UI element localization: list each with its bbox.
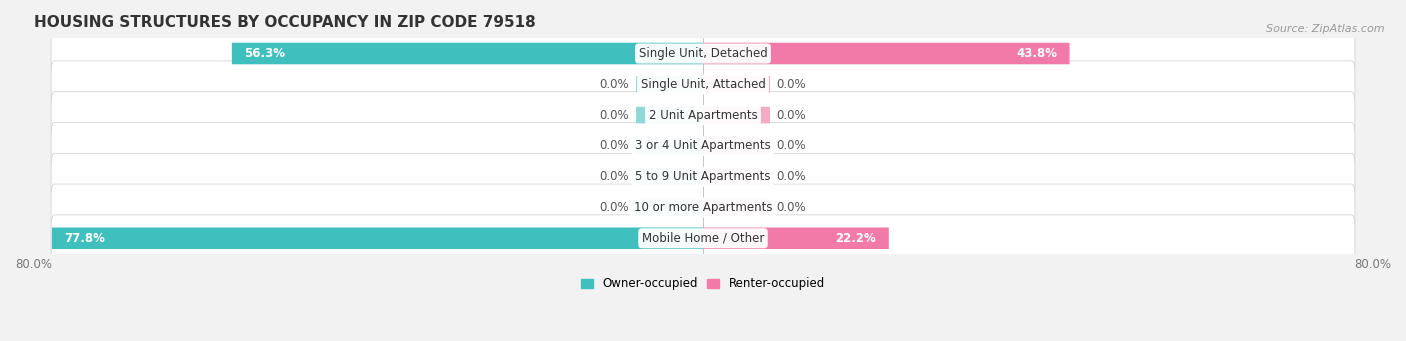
Text: Source: ZipAtlas.com: Source: ZipAtlas.com [1267,24,1385,34]
Text: Mobile Home / Other: Mobile Home / Other [641,232,765,245]
Text: 5 to 9 Unit Apartments: 5 to 9 Unit Apartments [636,170,770,183]
Text: 0.0%: 0.0% [776,78,806,91]
FancyBboxPatch shape [51,215,1355,262]
Text: HOUSING STRUCTURES BY OCCUPANCY IN ZIP CODE 79518: HOUSING STRUCTURES BY OCCUPANCY IN ZIP C… [34,15,536,30]
FancyBboxPatch shape [703,168,770,185]
Text: 0.0%: 0.0% [600,78,630,91]
Text: 56.3%: 56.3% [245,47,285,60]
Text: 0.0%: 0.0% [600,108,630,122]
FancyBboxPatch shape [636,76,703,93]
Text: 0.0%: 0.0% [776,108,806,122]
Text: 2 Unit Apartments: 2 Unit Apartments [648,108,758,122]
FancyBboxPatch shape [703,137,770,154]
Legend: Owner-occupied, Renter-occupied: Owner-occupied, Renter-occupied [576,273,830,295]
FancyBboxPatch shape [703,76,770,93]
FancyBboxPatch shape [51,61,1355,108]
FancyBboxPatch shape [703,199,770,216]
FancyBboxPatch shape [703,43,1070,64]
FancyBboxPatch shape [636,107,703,123]
Text: 0.0%: 0.0% [776,139,806,152]
FancyBboxPatch shape [51,153,1355,200]
Text: 77.8%: 77.8% [65,232,105,245]
Text: 22.2%: 22.2% [835,232,876,245]
Text: 3 or 4 Unit Apartments: 3 or 4 Unit Apartments [636,139,770,152]
Text: 43.8%: 43.8% [1017,47,1057,60]
Text: 0.0%: 0.0% [600,170,630,183]
FancyBboxPatch shape [51,30,1355,77]
Text: 0.0%: 0.0% [776,170,806,183]
Text: 10 or more Apartments: 10 or more Apartments [634,201,772,214]
Text: 0.0%: 0.0% [600,139,630,152]
Text: Single Unit, Attached: Single Unit, Attached [641,78,765,91]
FancyBboxPatch shape [703,107,770,123]
FancyBboxPatch shape [636,199,703,216]
FancyBboxPatch shape [51,184,1355,231]
FancyBboxPatch shape [636,168,703,185]
Text: 0.0%: 0.0% [776,201,806,214]
FancyBboxPatch shape [51,92,1355,138]
Text: 0.0%: 0.0% [600,201,630,214]
FancyBboxPatch shape [636,137,703,154]
FancyBboxPatch shape [52,227,703,249]
FancyBboxPatch shape [232,43,703,64]
Text: Single Unit, Detached: Single Unit, Detached [638,47,768,60]
FancyBboxPatch shape [703,227,889,249]
FancyBboxPatch shape [51,122,1355,169]
